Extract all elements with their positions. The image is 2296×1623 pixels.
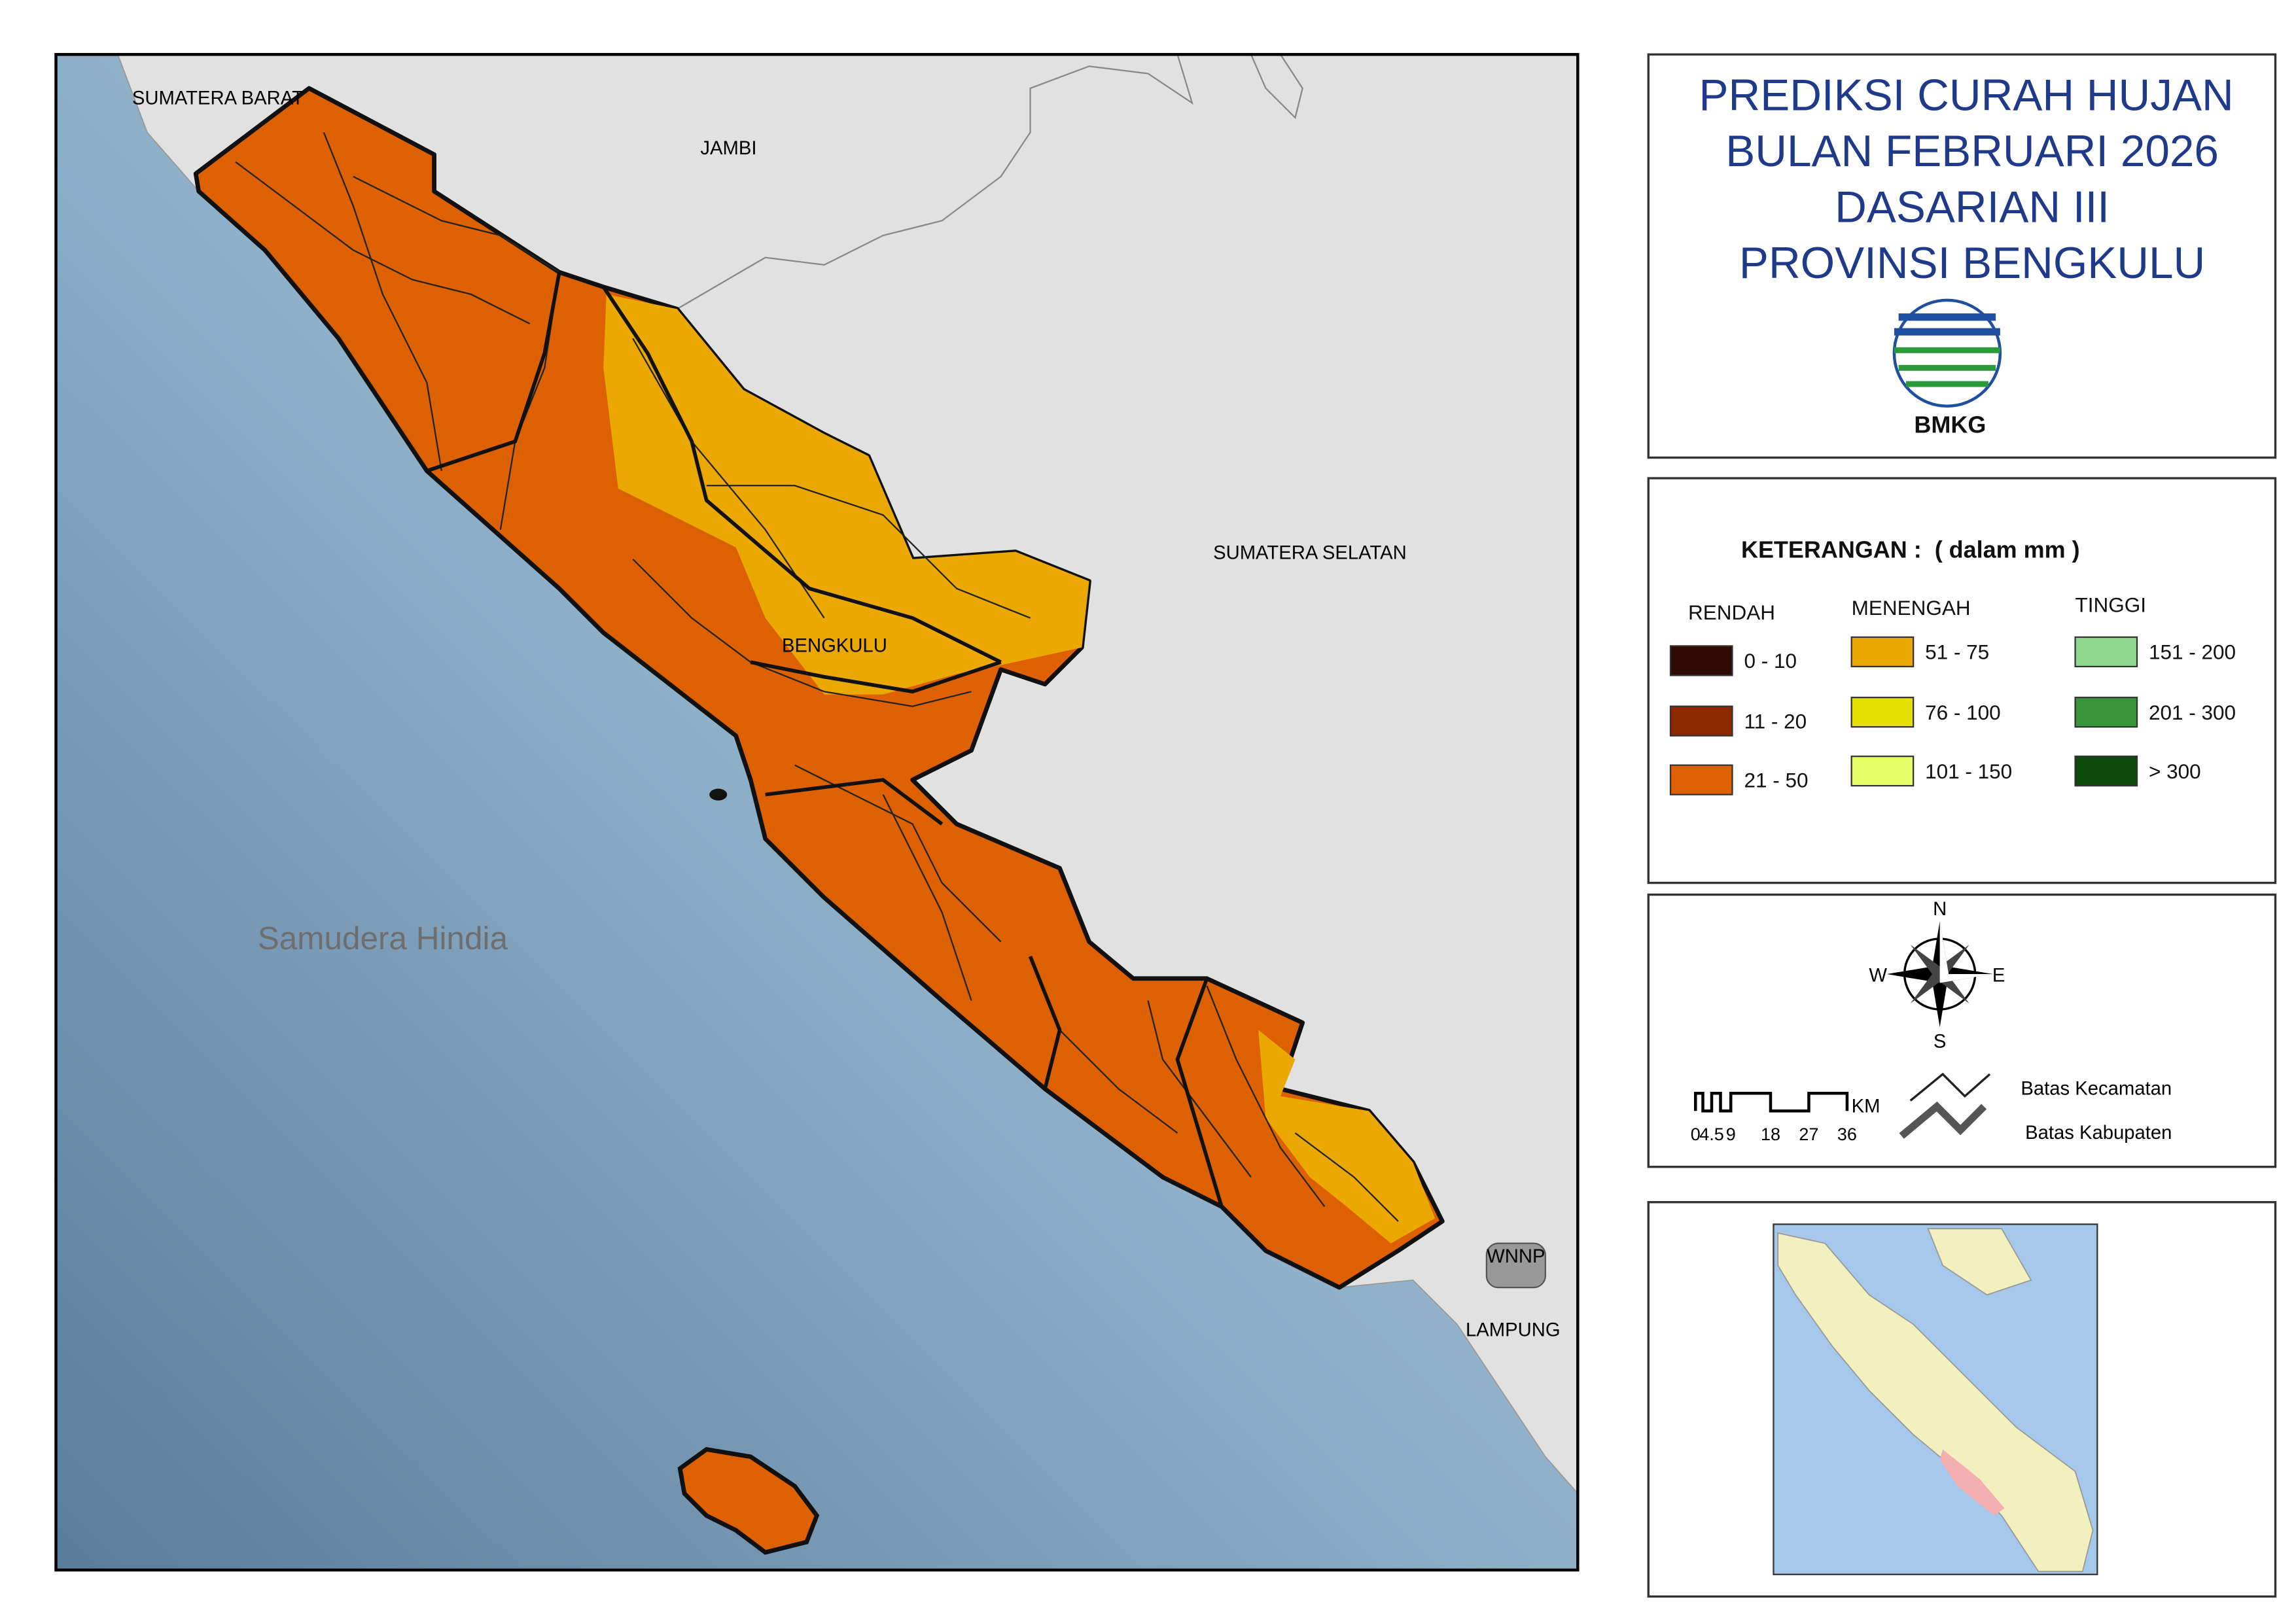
- scale-unit: KM: [1852, 1096, 1881, 1117]
- title-line: BULAN FEBRUARI 2026: [1725, 127, 2219, 176]
- legend-label: 201 - 300: [2149, 701, 2236, 724]
- scale-tick-label: 9: [1726, 1125, 1736, 1144]
- legend-label: 76 - 100: [1925, 701, 2001, 724]
- title-line: PREDIKSI CURAH HUJAN: [1699, 71, 2233, 120]
- legend-group-name: MENENGAH: [1852, 596, 1971, 620]
- title: PREDIKSI CURAH HUJAN BULAN FEBRUARI 2026…: [1699, 71, 2233, 288]
- scale-tick-label: 27: [1799, 1125, 1818, 1144]
- title-line: DASARIAN III: [1835, 183, 2110, 232]
- scale-bar: [1693, 1091, 1849, 1113]
- legend-swatch: [1850, 636, 1915, 668]
- boundary-label: Batas Kecamatan: [2021, 1078, 2172, 1099]
- regency-lines: [426, 271, 1224, 1208]
- legend-group-name: TINGGI: [2075, 593, 2146, 617]
- logo-text: BMKG: [1914, 411, 1986, 438]
- compass-label: E: [1992, 965, 2005, 986]
- legend-label: 21 - 50: [1744, 768, 1808, 792]
- legend-label: 151 - 200: [2149, 640, 2236, 664]
- boundary-label: Batas Kabupaten: [2025, 1123, 2172, 1143]
- legend-swatch: [1850, 697, 1915, 728]
- province-border: [677, 54, 1193, 310]
- bmkg-logo: BMKG: [1892, 298, 2002, 438]
- compass-label: N: [1933, 899, 1947, 920]
- legend-swatch: [1669, 705, 1733, 737]
- legend-swatch: [1669, 764, 1733, 795]
- compass-rose: N E S W: [1869, 899, 2005, 1052]
- legend-swatch: [2074, 636, 2138, 668]
- kecamatan-symbol: [1909, 1072, 1991, 1102]
- scale-tick-label: 4.5: [1699, 1125, 1724, 1144]
- compass-label: S: [1934, 1032, 1946, 1053]
- legend-label: > 300: [2149, 759, 2201, 783]
- enggano-island: [677, 1447, 820, 1555]
- yellow-zone: [603, 294, 1089, 695]
- ocean-label: Samudera Hindia: [258, 920, 508, 956]
- small-island: [709, 788, 728, 801]
- scale-labels: 04.5 9 18 27 36 KM: [1691, 1096, 1881, 1144]
- legend-swatch: [2074, 697, 2138, 728]
- legend-swatch: [1669, 645, 1733, 676]
- scale-tick-label: 36: [1837, 1125, 1857, 1144]
- district-lines: [235, 132, 1399, 1222]
- title-line: PROVINSI BENGKULU: [1739, 239, 2205, 288]
- map-frame: [54, 52, 1580, 1572]
- kabupaten-symbol: [1899, 1101, 1987, 1139]
- scale-tick-label: 18: [1761, 1125, 1780, 1144]
- scale-tick-label: 0: [1691, 1125, 1701, 1144]
- legend-swatch: [2074, 756, 2138, 787]
- inset-map: [1773, 1223, 2098, 1575]
- legend-label: 0 - 10: [1744, 649, 1797, 672]
- map-label: WNNP: [1487, 1246, 1545, 1267]
- map-label: BENGKULU: [782, 635, 887, 656]
- map-label: SUMATERA SELATAN: [1213, 543, 1407, 564]
- map: SUMATERA BARAT JAMBI SUMATERA SELATAN BE…: [56, 54, 1578, 1571]
- compass-label: W: [1869, 965, 1887, 986]
- legend-group-name: RENDAH: [1688, 601, 1775, 624]
- legend-label: 101 - 150: [1925, 759, 2012, 783]
- map-label: JAMBI: [700, 138, 756, 159]
- province-border: [1250, 54, 1303, 120]
- legend-title: KETERANGAN : ( dalam mm ): [1741, 536, 2080, 563]
- legend-swatch: [1850, 756, 1915, 787]
- wnnp-area: [1485, 1242, 1546, 1289]
- legend-label: 51 - 75: [1925, 640, 1989, 664]
- map-label: SUMATERA BARAT: [132, 88, 304, 109]
- legend-box: [1647, 477, 2277, 884]
- legend: RENDAH 0 - 10 11 - 20 21 - 50 MENENGAH 51 - 7…: [1669, 593, 2236, 795]
- compass-box: [1647, 893, 2277, 1168]
- yellow-zone: [1258, 1030, 1436, 1244]
- legend-label: 11 - 20: [1744, 709, 1807, 733]
- map-label: LAMPUNG: [1466, 1319, 1561, 1340]
